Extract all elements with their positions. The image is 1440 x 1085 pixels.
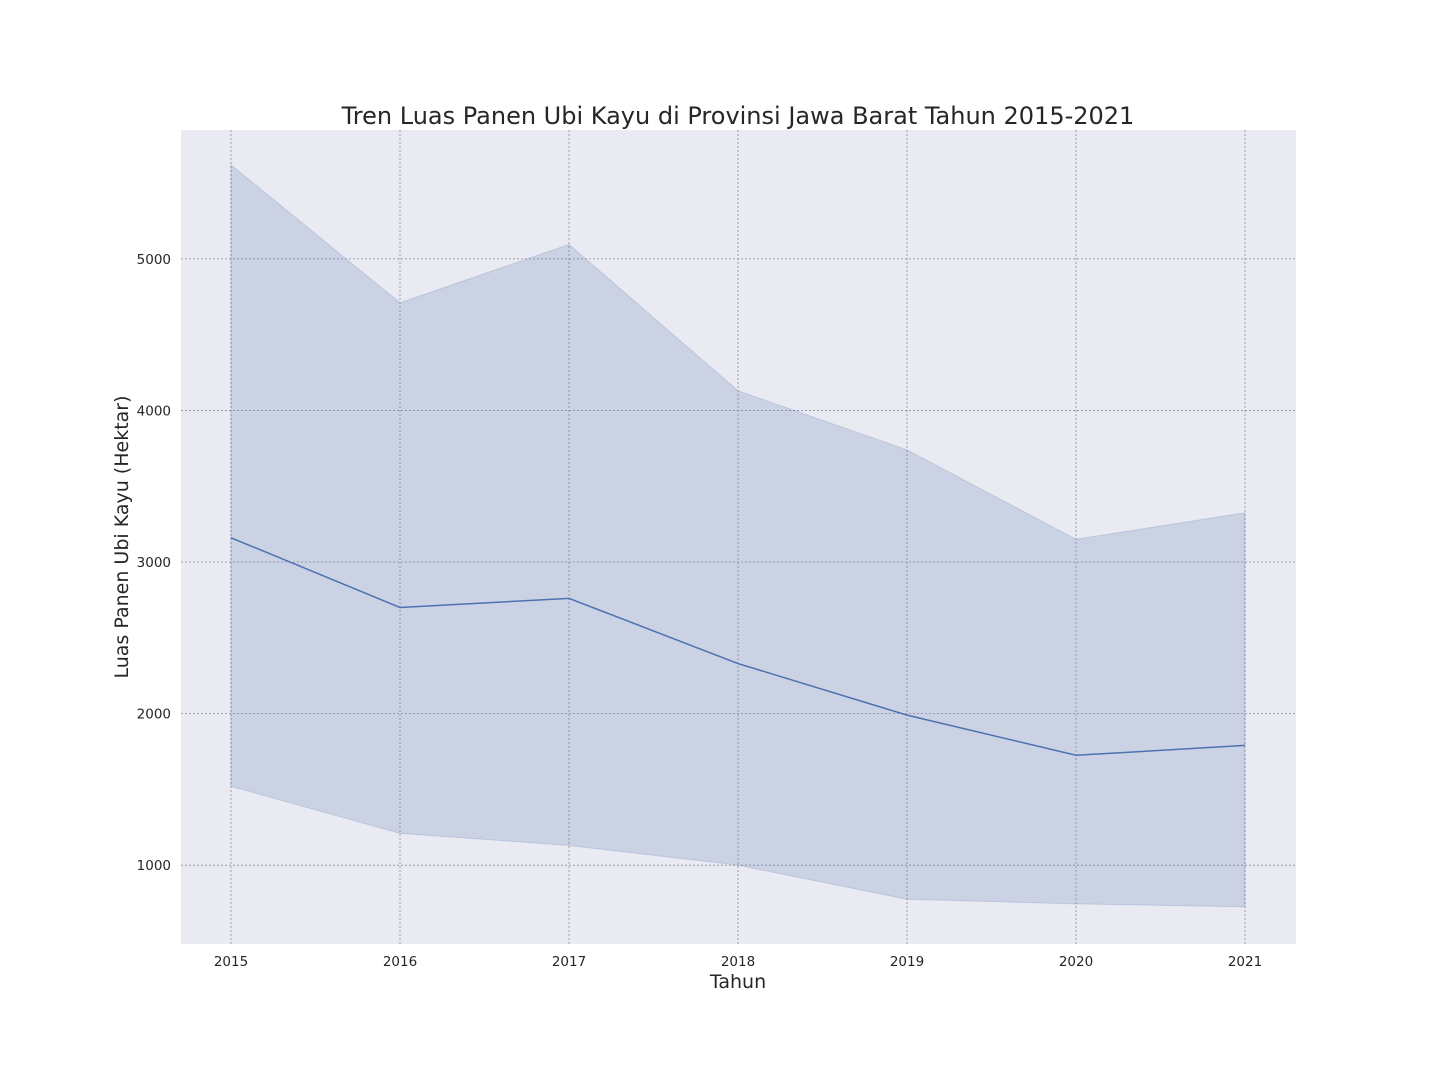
x-tick-label: 2019 [890, 954, 924, 970]
x-tick-label: 2017 [552, 954, 586, 970]
x-tick-label: 2018 [721, 954, 755, 970]
plot-background [181, 130, 1296, 944]
x-tick-label: 2016 [383, 954, 417, 970]
x-tick-label: 2021 [1228, 954, 1262, 970]
series-line-layer [230, 537, 1246, 757]
grid [181, 130, 1296, 944]
x-tick-label: 2015 [214, 954, 248, 970]
y-tick-label: 1000 [137, 858, 171, 874]
y-axis-label: Luas Panen Ubi Kayu (Hektar) [111, 395, 133, 678]
y-tick-label: 3000 [137, 555, 171, 571]
y-tick-label: 4000 [137, 403, 171, 419]
x-axis-label: Tahun [709, 971, 766, 993]
y-tick-labels: 1000 2000 3000 4000 5000 [137, 252, 171, 874]
y-tick-label: 5000 [137, 252, 171, 268]
series-line [230, 537, 1246, 757]
confidence-band-layer [230, 163, 1246, 908]
x-tick-label: 2020 [1059, 954, 1093, 970]
confidence-band [230, 163, 1246, 908]
x-tick-labels: 2015 2016 2017 2018 2019 2020 2021 [214, 954, 1262, 970]
y-tick-label: 2000 [137, 707, 171, 723]
chart-title: Tren Luas Panen Ubi Kayu di Provinsi Jaw… [341, 102, 1135, 130]
